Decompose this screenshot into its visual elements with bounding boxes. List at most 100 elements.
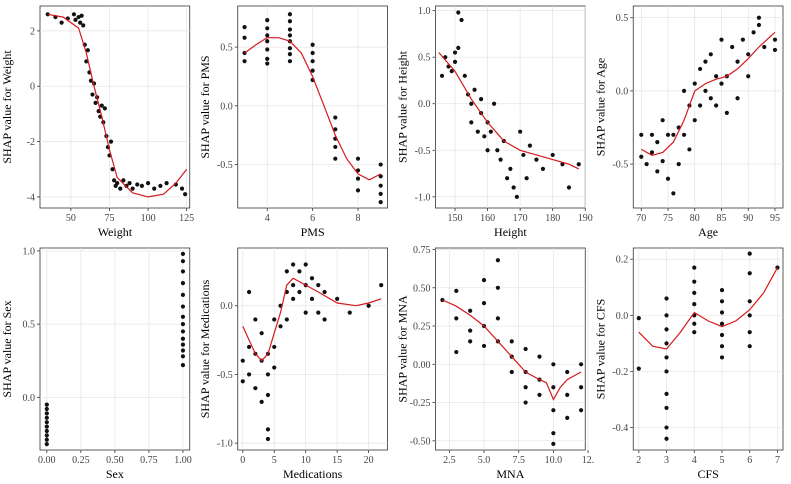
data-point xyxy=(751,30,756,35)
data-point xyxy=(719,81,724,86)
data-point xyxy=(347,310,352,315)
data-point xyxy=(676,161,681,167)
x-axis-label: Height xyxy=(494,225,527,239)
data-point xyxy=(664,405,669,411)
data-point xyxy=(537,392,542,398)
data-point xyxy=(287,27,293,32)
data-point xyxy=(316,283,321,288)
plot-area xyxy=(435,5,586,209)
data-point xyxy=(551,431,556,436)
smooth-trend-line xyxy=(242,277,382,362)
plot-area xyxy=(237,247,388,451)
data-point xyxy=(692,302,697,307)
x-tick-label: 95 xyxy=(770,213,780,224)
data-point xyxy=(379,283,384,288)
x-tick-label: 1.00 xyxy=(174,455,192,466)
data-point xyxy=(180,314,186,319)
plot-area xyxy=(632,247,784,451)
x-tick-label: 100 xyxy=(141,213,156,224)
y-tick-label: 0.00 xyxy=(413,360,431,371)
x-tick-label: 2.5 xyxy=(443,455,456,466)
data-point xyxy=(265,47,270,52)
data-point xyxy=(660,159,665,164)
data-point xyxy=(578,362,584,367)
data-point xyxy=(469,101,474,106)
x-tick-label: 5.0 xyxy=(478,455,491,466)
x-tick-label: 8 xyxy=(356,213,361,224)
data-point xyxy=(130,186,135,191)
y-tick-label: -0.25 xyxy=(410,398,431,409)
data-point xyxy=(481,343,487,349)
data-point xyxy=(99,103,104,108)
data-point xyxy=(485,148,490,153)
data-point xyxy=(551,441,556,446)
data-point xyxy=(664,391,669,396)
x-tick-label: 20 xyxy=(364,455,374,466)
x-tick-label: 4 xyxy=(692,455,697,466)
data-point xyxy=(481,278,487,283)
data-point xyxy=(565,415,570,420)
y-tick-label: -0.5 xyxy=(415,146,431,157)
data-point xyxy=(488,129,493,134)
data-point xyxy=(265,436,271,442)
data-point xyxy=(265,56,270,61)
panel-2: 4 6 8 0.5 0.0 -0.5 PMS SHAP value for PMS xyxy=(198,5,388,239)
data-point xyxy=(469,120,474,125)
data-point xyxy=(180,354,186,359)
x-tick-label: 125 xyxy=(179,213,194,224)
data-point xyxy=(180,281,186,286)
data-point xyxy=(692,279,697,284)
data-point xyxy=(664,313,669,318)
data-point xyxy=(692,265,697,270)
y-tick-label: -2 xyxy=(27,137,35,148)
data-point xyxy=(287,59,293,64)
data-point xyxy=(44,424,49,429)
data-point xyxy=(59,20,64,25)
data-point xyxy=(253,317,258,322)
data-point xyxy=(85,48,90,53)
data-point xyxy=(291,283,296,288)
x-tick-label: 0.25 xyxy=(72,455,90,466)
y-tick-label: 0.5 xyxy=(418,53,431,64)
data-point xyxy=(71,12,77,17)
data-point xyxy=(498,157,503,162)
y-axis-label: SHAP value for CFS xyxy=(593,299,607,400)
x-tick-label: 0.00 xyxy=(38,455,56,466)
smooth-trend-line xyxy=(442,299,582,401)
data-point xyxy=(468,308,473,313)
x-tick-label: 90 xyxy=(743,213,753,224)
data-point xyxy=(316,310,321,315)
data-point xyxy=(297,269,302,274)
data-point xyxy=(44,437,49,442)
x-tick-label: 80 xyxy=(690,213,700,224)
data-point xyxy=(452,50,458,55)
data-point xyxy=(333,156,338,161)
data-point xyxy=(740,37,745,42)
data-point xyxy=(665,132,671,137)
data-point xyxy=(692,321,697,326)
data-point xyxy=(355,156,361,161)
data-point xyxy=(246,289,252,295)
data-point xyxy=(482,134,487,139)
data-point xyxy=(272,365,277,370)
data-point xyxy=(747,330,752,335)
data-point xyxy=(747,299,752,304)
y-tick-label: 1.0 xyxy=(23,246,36,257)
data-point xyxy=(110,167,115,172)
data-point xyxy=(660,118,665,123)
panel-1: 50 75 100 125 2 0 -2 -4 Weight SHAP value for Wei… xyxy=(0,5,194,239)
data-point xyxy=(44,406,49,412)
data-point xyxy=(664,341,669,346)
data-point xyxy=(439,73,445,78)
data-point xyxy=(242,35,247,40)
data-point xyxy=(265,17,270,23)
data-point xyxy=(508,166,513,172)
data-point xyxy=(523,385,528,390)
data-point xyxy=(692,290,697,295)
smooth-trend-line xyxy=(244,37,381,181)
data-point xyxy=(180,329,186,334)
data-point xyxy=(644,161,649,167)
data-point xyxy=(534,157,539,162)
data-point xyxy=(118,186,123,191)
y-tick-label: -0.5 xyxy=(612,160,628,171)
